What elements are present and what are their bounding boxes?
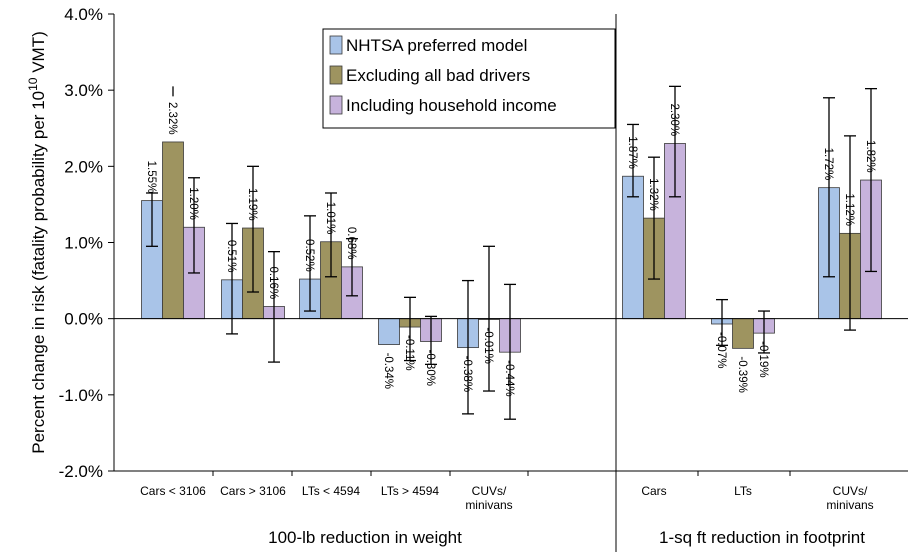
data-label: -0.39% [736,356,748,392]
data-label: -0.30% [424,350,436,386]
data-label: -0.44% [503,360,515,396]
data-label: 0.52% [303,239,315,272]
category-label: CUVs/ [833,484,868,498]
legend: NHTSA preferred model Excluding all bad d… [322,28,616,129]
legend-label: Excluding all bad drivers [346,66,530,85]
data-label: 1.19% [246,188,258,221]
data-label: 1.72% [822,148,834,181]
category-label: Cars > 3106 [220,484,286,498]
y-tick-label: 1.0% [64,234,103,253]
y-axis-ticks: -2.0% -1.0% 0.0% 1.0% 2.0% 3.0% 4.0% [59,5,114,481]
data-label: -0.19% [757,341,769,377]
bar [732,318,754,349]
category-label: LTs [734,484,752,498]
y-tick-label: -2.0% [59,462,103,481]
y-tick-label: 3.0% [64,81,103,100]
data-label: 1.12% [843,193,855,226]
y-tick-label: 0.0% [64,310,103,329]
bar [162,141,184,320]
category-label: Cars [641,484,666,498]
category-label: Cars < 3106 [140,484,206,498]
data-label: -0.38% [461,356,473,392]
category-label: minivans [465,498,512,512]
group-labels: 100-lb reduction in weight 1-sq ft reduct… [268,528,865,547]
error-bars [146,85,877,420]
data-label: 1.32% [647,178,659,211]
data-label: 2.32% [166,102,178,135]
category-label: LTs < 4594 [302,484,360,498]
y-axis-title: Percent change in risk (fatality probabi… [26,31,48,454]
y-axis-label: Percent change in risk (fatality probabi… [26,31,48,454]
legend-box [322,28,616,129]
data-labels: 1.55% 0.51% 0.52% -0.34% -0.38% 1.87% -0.07% 1.… [145,102,876,397]
group-label: 1-sq ft reduction in footprint [659,528,865,547]
data-label: 1.82% [864,140,876,173]
data-label: 2.30% [668,103,680,136]
category-label: CUVs/ [472,484,507,498]
data-label: -0.34% [382,353,394,389]
data-label: 0.51% [225,240,237,273]
bar [622,175,644,320]
data-label: 1.20% [187,187,199,220]
data-label: 0.16% [267,266,279,299]
category-labels: Cars < 3106 Cars > 3106 LTs < 4594 LTs > 45… [140,484,874,512]
bar [378,318,400,345]
data-label: 1.55% [145,161,157,194]
y-tick-label: 4.0% [64,5,103,24]
legend-swatch [329,65,343,85]
data-label: -0.07% [715,332,727,368]
category-label: minivans [826,498,873,512]
data-label: 1.01% [324,202,336,235]
legend-swatch [329,35,343,55]
axes [113,14,908,552]
legend-swatch [329,95,343,115]
data-label: 1.87% [626,136,638,169]
category-label: LTs > 4594 [381,484,439,498]
legend-label: NHTSA preferred model [346,36,527,55]
legend-label: Including household income [346,96,557,115]
data-label: 0.68% [345,227,357,260]
y-tick-label: 2.0% [64,157,103,176]
group-label: 100-lb reduction in weight [268,528,462,547]
data-label: -0.11% [403,335,415,371]
data-label: -0.01% [482,327,494,363]
y-tick-label: -1.0% [59,386,103,405]
